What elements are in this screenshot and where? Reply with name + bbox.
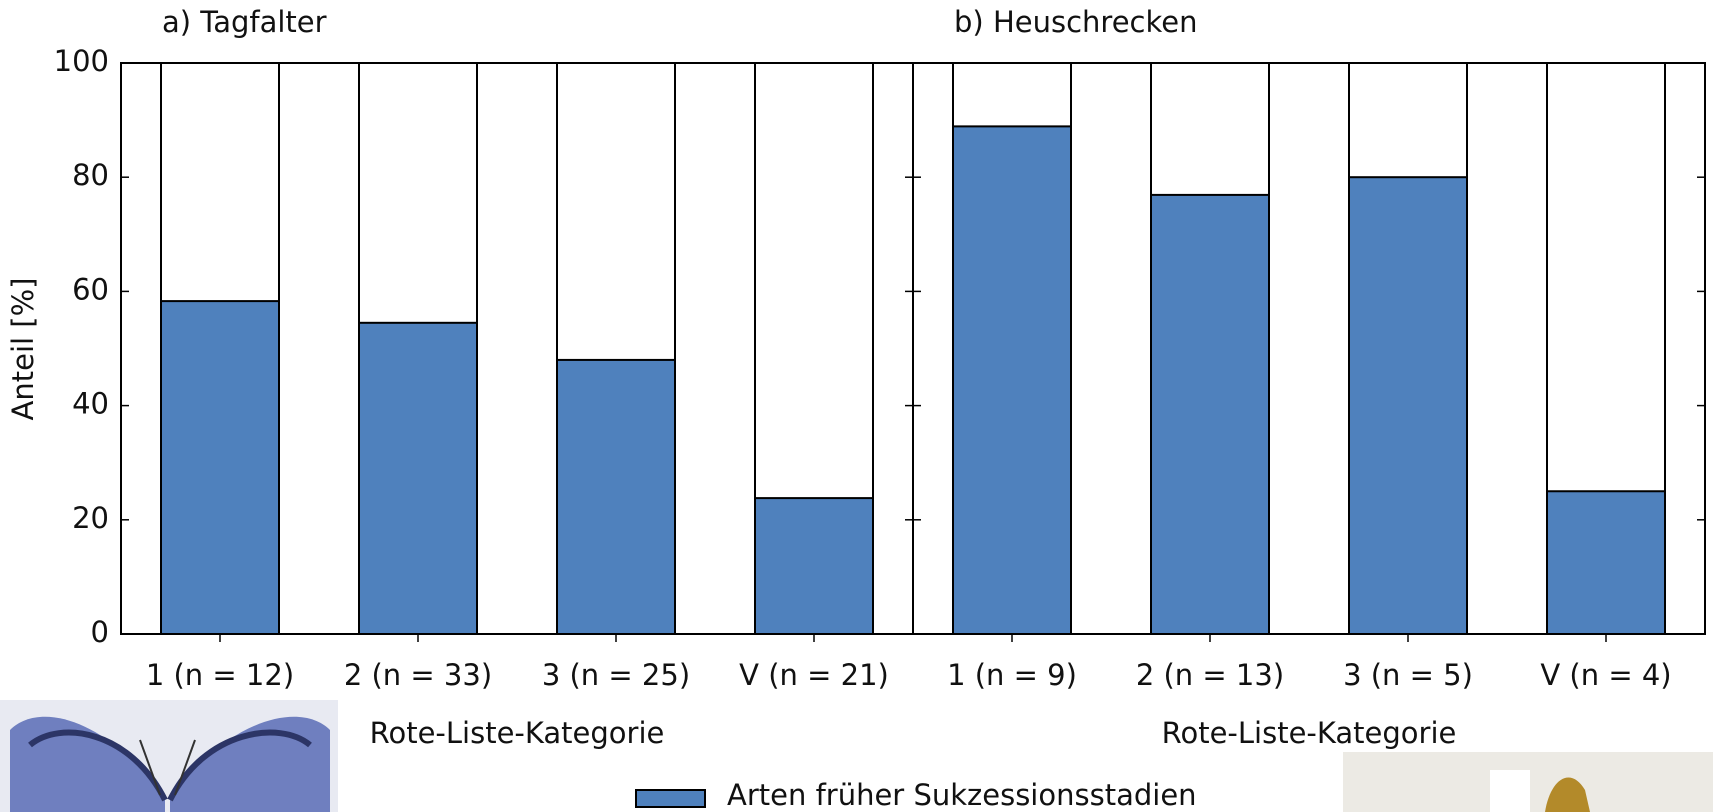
x-axis-label: Rote-Liste-Kategorie xyxy=(370,716,665,750)
bar xyxy=(1546,490,1666,635)
x-tick-label: 3 (n = 25) xyxy=(542,658,690,692)
butterfly-photo xyxy=(0,700,338,812)
y-tick-label: 60 xyxy=(72,272,109,306)
bar xyxy=(556,358,676,635)
panel-title: b) Heuschrecken xyxy=(954,5,1197,39)
y-tick-label: 20 xyxy=(72,501,109,535)
plot-frame xyxy=(912,62,1706,635)
y-axis-label: Anteil [%] xyxy=(6,278,40,421)
bar xyxy=(952,125,1072,635)
x-tick-label: 1 (n = 12) xyxy=(146,658,294,692)
x-tick-label: 2 (n = 33) xyxy=(344,658,492,692)
x-tick-label: 1 (n = 9) xyxy=(947,658,1077,692)
bar xyxy=(1348,176,1468,635)
x-tick-label: V (n = 21) xyxy=(739,658,889,692)
y-tick-label: 0 xyxy=(91,615,109,649)
bar xyxy=(160,300,280,635)
grasshopper-photo xyxy=(1343,752,1713,812)
bar xyxy=(754,497,874,635)
y-tick-label: 80 xyxy=(72,158,109,192)
x-axis-label: Rote-Liste-Kategorie xyxy=(1162,716,1457,750)
x-tick-label: 3 (n = 5) xyxy=(1343,658,1473,692)
bar xyxy=(358,321,478,635)
y-tick-label: 100 xyxy=(54,44,109,78)
panel-title: a) Tagfalter xyxy=(162,5,327,39)
legend-swatch xyxy=(635,789,706,808)
y-tick-label: 40 xyxy=(72,387,109,421)
x-tick-label: 2 (n = 13) xyxy=(1136,658,1284,692)
legend-label: Arten früher Sukzessionsstadien xyxy=(727,778,1197,812)
bar xyxy=(1150,193,1270,635)
x-tick-label: V (n = 4) xyxy=(1540,658,1671,692)
